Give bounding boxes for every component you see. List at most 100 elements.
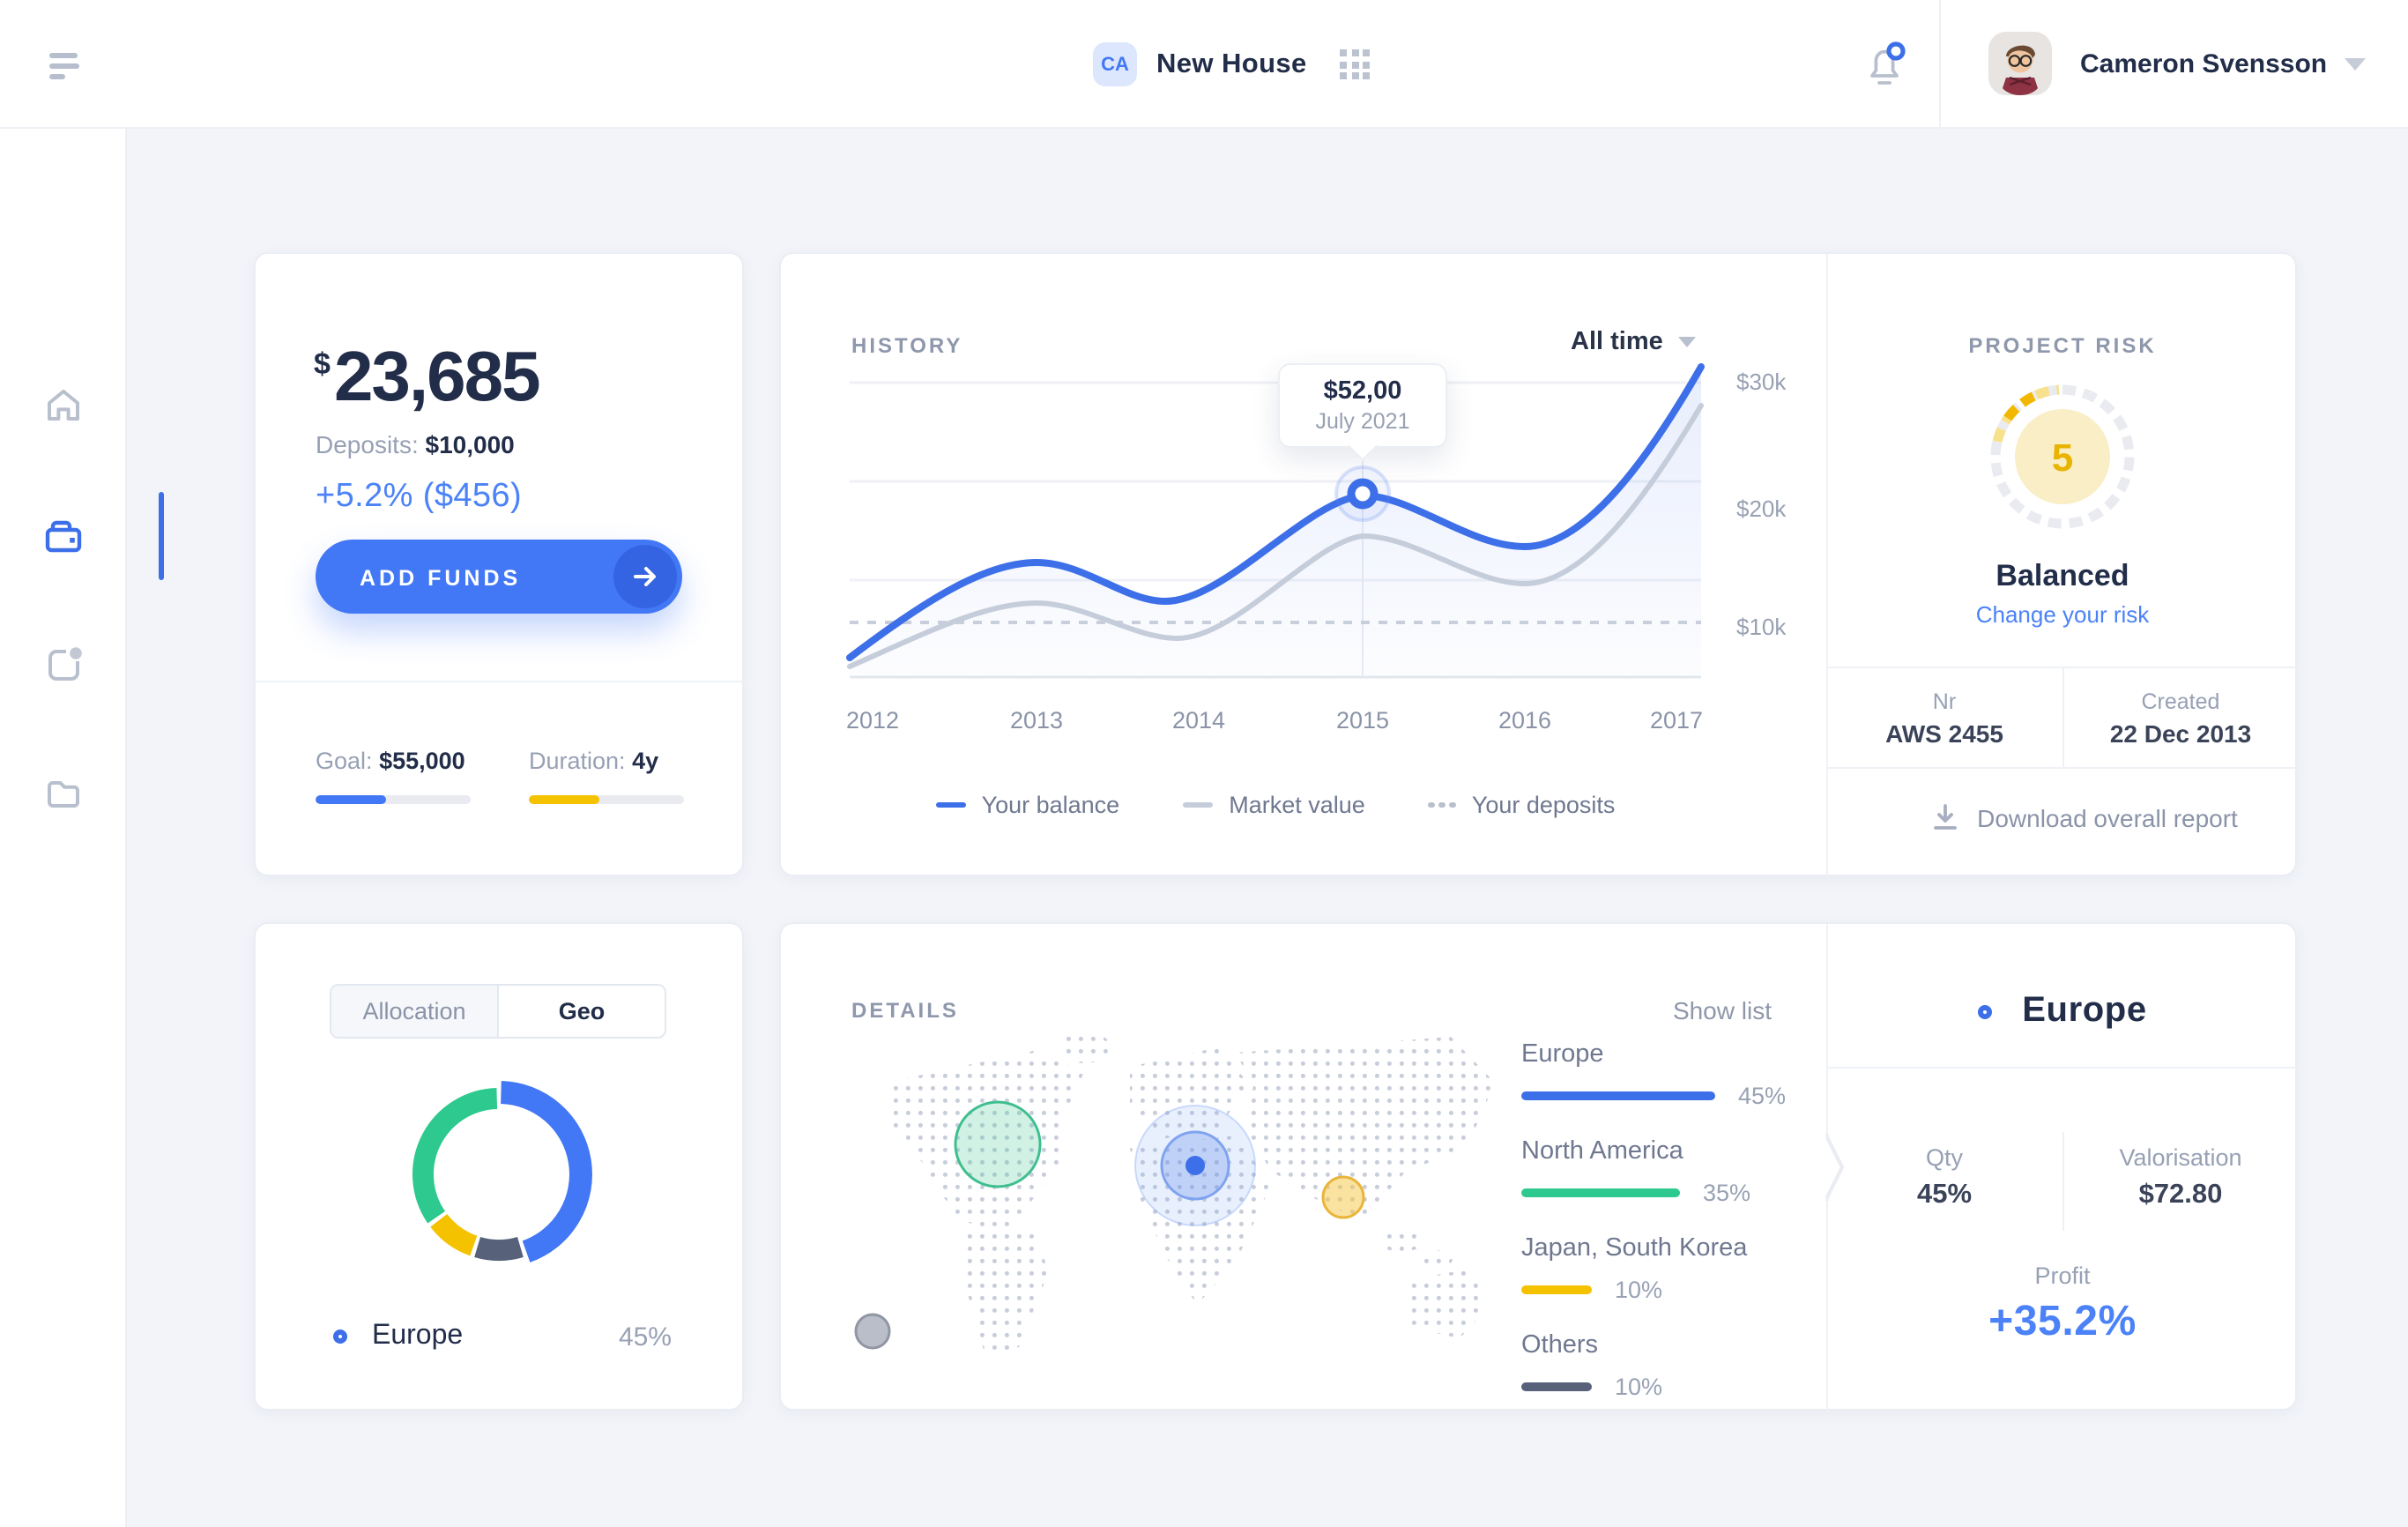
legend-label: Your deposits — [1471, 792, 1616, 818]
currency-symbol: $ — [314, 347, 331, 381]
profit-value: +35.2% — [1988, 1298, 2137, 1345]
balance-change: +5.2% ($456) — [316, 478, 523, 515]
region-bar — [1521, 1382, 1592, 1391]
add-funds-button[interactable]: ADD FUNDS — [316, 540, 682, 614]
folder-icon — [48, 781, 79, 808]
qty-cell: Qty 45% — [1826, 1144, 2062, 1211]
balance-amount: $ 23,685 — [314, 339, 541, 416]
region-label: Japan, South Korea — [1521, 1234, 1748, 1263]
y-tick-30k: $30k — [1736, 369, 1787, 395]
project-risk-title: PROJECT RISK — [1968, 333, 2157, 358]
x-tick-2013: 2013 — [1009, 707, 1064, 734]
geo-donut-chart — [412, 1081, 592, 1263]
europe-ring-icon — [1978, 1004, 1993, 1018]
workspace-name: New House — [1156, 48, 1307, 78]
sidebar-item-reports[interactable] — [42, 644, 85, 686]
balance-card: $ 23,685 Deposits: $10,000 +5.2% ($456) … — [254, 252, 746, 876]
world-map — [854, 1032, 1495, 1356]
deposits-label: Deposits: — [316, 430, 419, 458]
time-range-dropdown[interactable]: All time — [1571, 328, 1697, 356]
apps-grid-icon[interactable] — [1340, 49, 1371, 79]
chevron-connector-icon — [1825, 1134, 1845, 1201]
qty-value: 45% — [1916, 1180, 1973, 1210]
avatar[interactable] — [1988, 32, 2052, 95]
time-range-value: All time — [1571, 328, 1663, 356]
goal-value: $55,000 — [379, 748, 465, 774]
sidebar-item-portfolio[interactable] — [42, 492, 164, 580]
legend-label: Market value — [1229, 792, 1365, 818]
goal-line: Goal: $55,000 — [316, 748, 465, 774]
details-title: DETAILS — [851, 998, 959, 1023]
europe-bubble-dot — [1185, 1156, 1205, 1175]
chart-tooltip: $52,00 July 2021 — [1278, 363, 1447, 448]
show-list-link[interactable]: Show list — [1672, 996, 1772, 1024]
north-america-bubble[interactable] — [954, 1100, 1042, 1188]
donut-legend-label: Europe — [372, 1321, 464, 1351]
workspace-switcher: CA New House — [1093, 42, 1371, 86]
duration-progress — [529, 795, 684, 804]
japan-bubble[interactable] — [1321, 1175, 1365, 1219]
tab-geo[interactable]: Geo — [499, 986, 665, 1037]
region-list: Europe 45% North America 35% Japan, Sout… — [1521, 1040, 1803, 1428]
y-tick-20k: $20k — [1736, 495, 1787, 522]
download-report-button[interactable]: Download overall report — [1869, 802, 2299, 832]
created-label: Created — [2141, 689, 2220, 714]
list-item-others: Others 10% — [1521, 1331, 1803, 1400]
sidebar-item-home[interactable] — [42, 384, 85, 427]
balance-value: 23,685 — [333, 339, 541, 416]
highlight-marker — [1334, 466, 1391, 522]
duration-value: 4y — [632, 748, 659, 774]
donut-slice-europe — [500, 1081, 592, 1263]
panel-divider — [1826, 254, 1828, 878]
donut-legend-row: Europe 45% — [333, 1321, 672, 1352]
legend-gray-dash-icon — [1183, 801, 1214, 808]
list-item-japan-south-korea: Japan, South Korea 10% — [1521, 1234, 1803, 1303]
qty-label: Qty — [1925, 1144, 1963, 1171]
europe-ring-icon — [333, 1330, 347, 1344]
details-card: DETAILS Show list — [779, 922, 2299, 1412]
nr-cell: Nr AWS 2455 — [1826, 689, 2062, 748]
sidebar-item-files[interactable] — [42, 772, 85, 815]
change-risk-link[interactable]: Change your risk — [1975, 601, 2150, 628]
region-label: Others — [1521, 1331, 1599, 1359]
continents — [890, 1032, 1495, 1356]
sidebar — [0, 129, 164, 1527]
sidebar-active-indicator — [159, 492, 164, 580]
user-menu-caret-icon[interactable] — [2345, 58, 2366, 71]
others-bubble[interactable] — [854, 1313, 891, 1350]
wallet-icon — [45, 520, 82, 553]
legend-your-balance: Your balance — [935, 792, 1119, 818]
dropdown-caret-icon — [1678, 337, 1697, 347]
risk-divider-2 — [1826, 767, 2299, 769]
valorisation-cell: Valorisation $72.80 — [2062, 1144, 2299, 1211]
europe-divider — [1826, 1067, 2299, 1069]
history-chart — [846, 363, 1705, 679]
donut-legend-value: 45% — [618, 1322, 672, 1352]
selected-region-header: Europe — [1826, 991, 2299, 1032]
legend-market-value: Market value — [1183, 792, 1365, 818]
x-tick-2016: 2016 — [1498, 707, 1552, 734]
donut-slice-japan-south-korea — [430, 1213, 478, 1256]
bell-icon — [1870, 41, 1906, 85]
chart-legend: Your balance Market value Your deposits — [850, 792, 1701, 818]
legend-your-deposits: Your deposits — [1428, 792, 1616, 818]
region-pct: 35% — [1703, 1180, 1751, 1206]
download-report-label: Download overall report — [1977, 803, 2238, 831]
duration-line: Duration: 4y — [529, 748, 658, 774]
risk-gauge: 5 — [1990, 384, 2135, 529]
tooltip-value: $52,00 — [1323, 377, 1402, 406]
hamburger-menu-icon[interactable] — [49, 53, 81, 85]
risk-level: Balanced — [1996, 559, 2129, 592]
balance-area — [850, 367, 1701, 677]
notifications-button[interactable] — [1853, 35, 1913, 104]
x-tick-2017: 2017 — [1649, 707, 1704, 734]
tab-allocation[interactable]: Allocation — [331, 986, 499, 1037]
user-name[interactable]: Cameron Svensson — [2080, 49, 2328, 79]
top-bar: CA New House Cam — [0, 0, 2408, 129]
region-pct: 45% — [1738, 1083, 1787, 1109]
created-value: 22 Dec 2013 — [2109, 719, 2252, 748]
topbar-divider — [1939, 0, 1941, 129]
europe-cell-divider — [2062, 1132, 2064, 1231]
risk-cell-divider — [2062, 667, 2064, 767]
